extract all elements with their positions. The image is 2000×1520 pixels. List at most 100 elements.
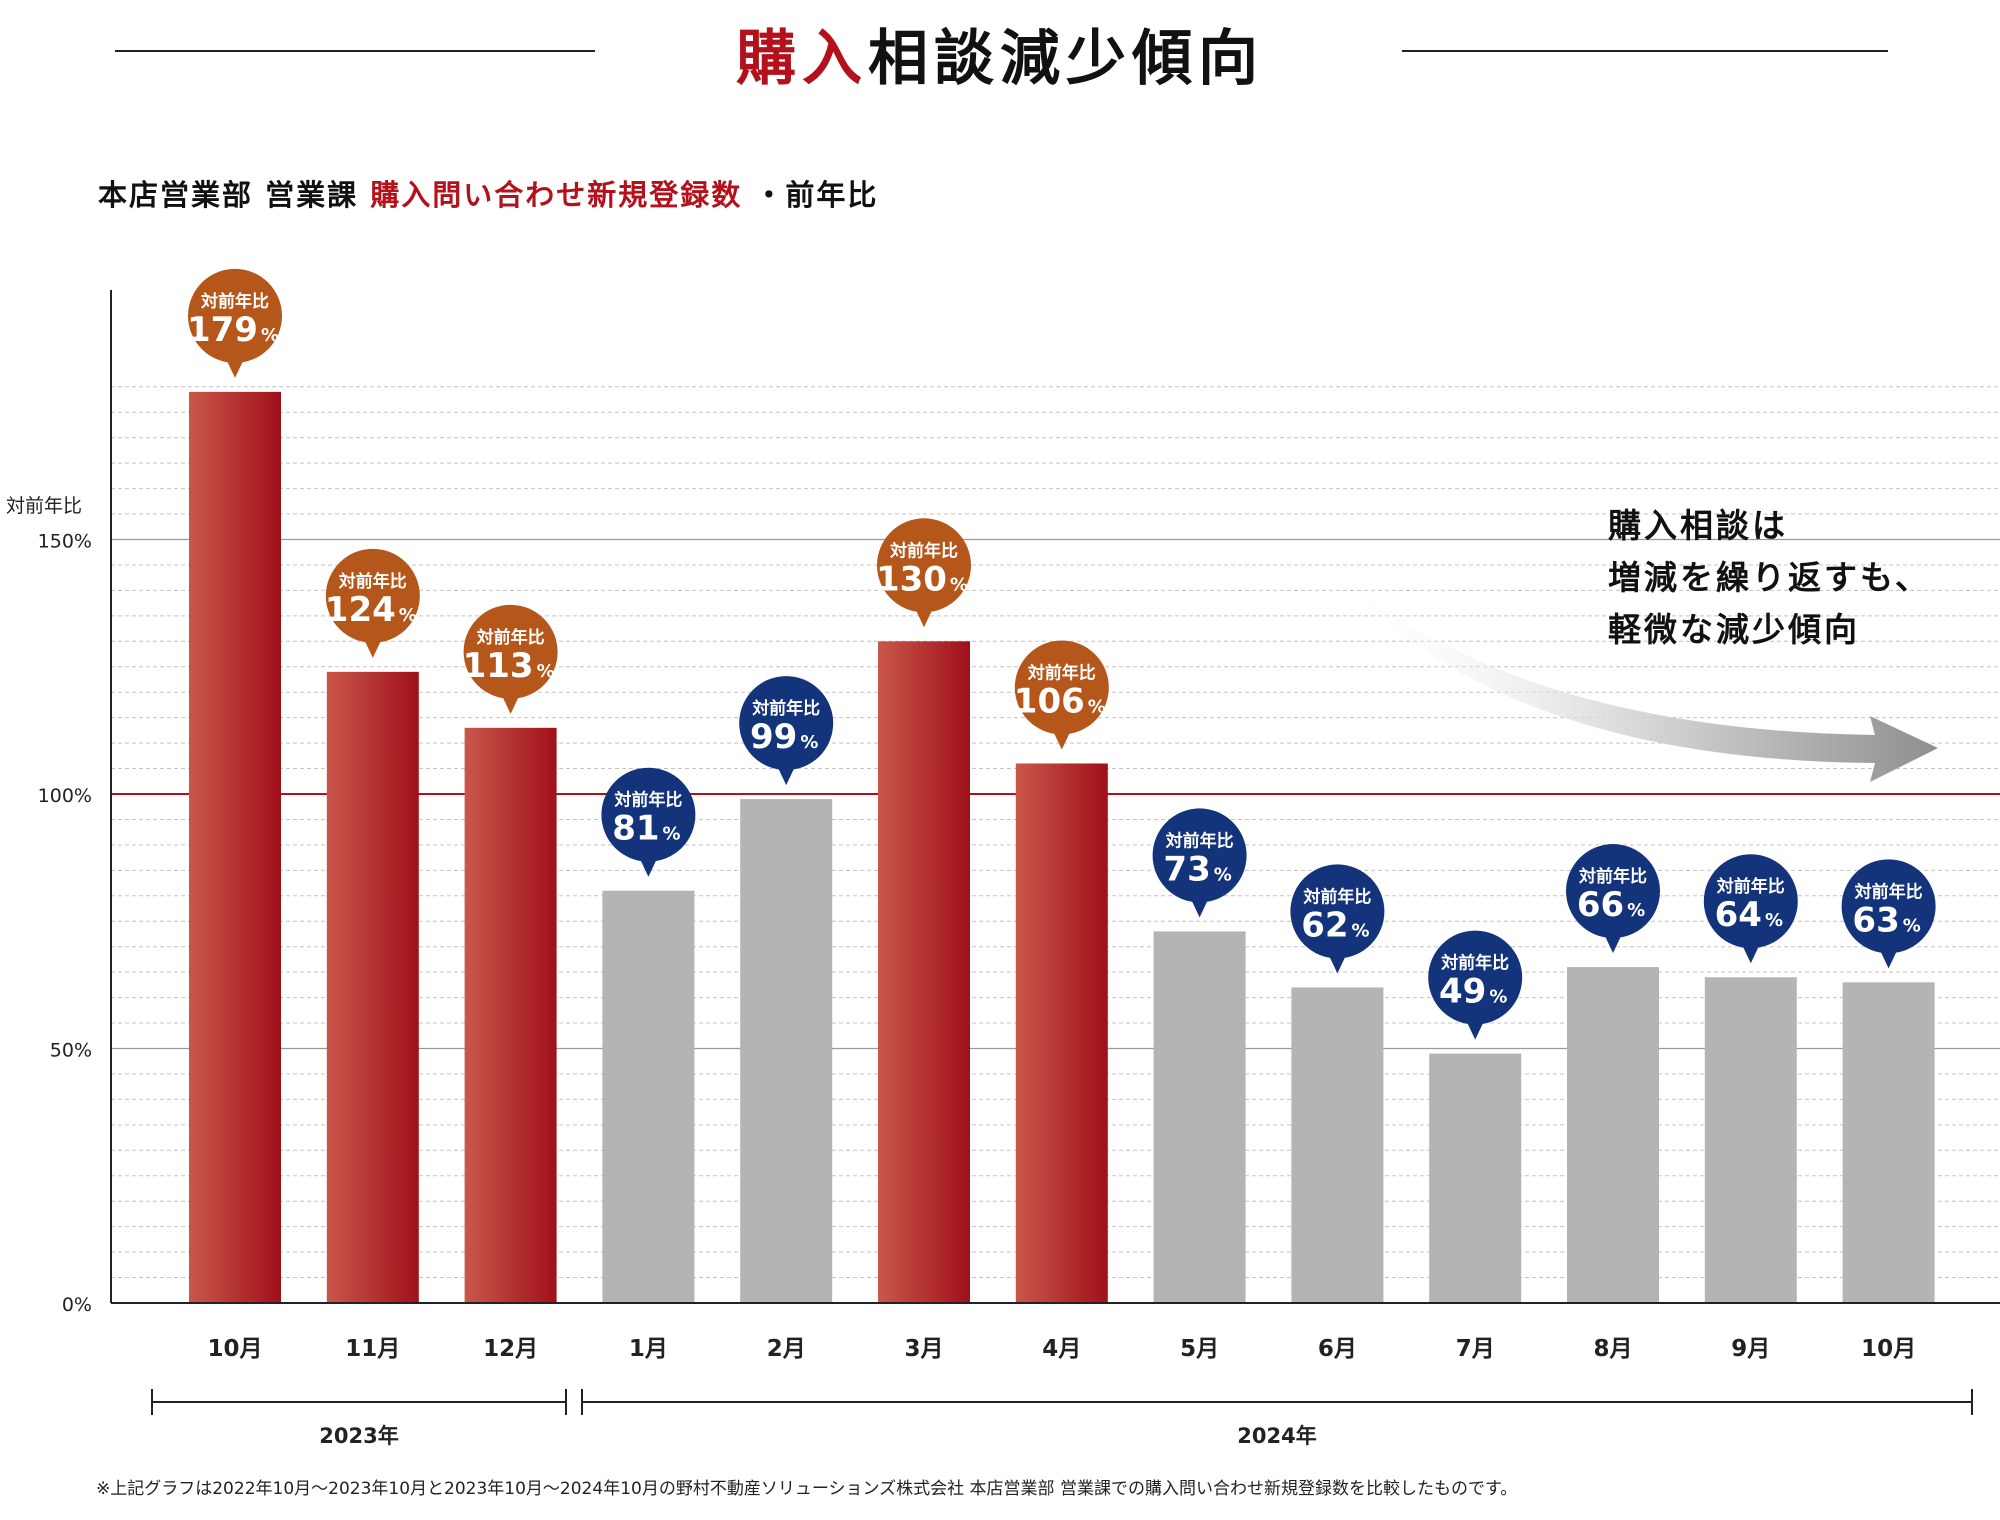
ratio-bubble-pointer [915, 608, 933, 628]
bar [878, 641, 970, 1303]
x-tick-label: 1月 [629, 1336, 668, 1362]
bar [189, 391, 281, 1303]
ratio-bubble-pointer [1190, 898, 1209, 918]
ratio-value-label: 124% [325, 590, 417, 630]
ratio-bubble-pointer [363, 638, 382, 658]
ratio-bubble [1290, 864, 1385, 959]
ratio-bubble-title: 対前年比 [1027, 662, 1096, 683]
ratio-bubble [1152, 808, 1247, 903]
year-label: 2024年 [1237, 1424, 1316, 1448]
x-tick-label: 3月 [904, 1336, 943, 1362]
ratio-bubble-pointer [639, 857, 658, 877]
x-tick-label: 8月 [1593, 1336, 1632, 1362]
ratio-bubble-pointer [1741, 944, 1760, 964]
ratio-bubble-title: 対前年比 [751, 698, 820, 719]
bar [1704, 977, 1797, 1303]
bar [740, 799, 833, 1303]
ratio-bubble-title: 対前年比 [476, 627, 545, 648]
y-tick-label: 150% [38, 531, 92, 553]
ratio-bubble-title: 対前年比 [1302, 886, 1371, 907]
footnote: ※上記グラフは2022年10月～2023年10月と2023年10月～2024年1… [96, 1479, 1518, 1499]
x-tick-label: 7月 [1456, 1336, 1495, 1362]
x-tick-label: 11月 [345, 1336, 400, 1362]
title-accent: 購入 [736, 24, 868, 94]
ratio-value-label: 106% [1014, 681, 1106, 721]
header: 購入相談減少傾向 [0, 0, 2000, 110]
title-rule-left [115, 50, 595, 52]
ratio-bubble-title: 対前年比 [1716, 876, 1785, 897]
bar [1153, 931, 1246, 1303]
ratio-bubble [1841, 859, 1936, 954]
chart-subtitle: 本店営業部 営業課 購入問い合わせ新規登録数 ・前年比 [98, 172, 878, 214]
ratio-bubble [601, 767, 696, 862]
bar [1567, 967, 1659, 1303]
ratio-bubble [1014, 640, 1109, 735]
trend-arrow [1335, 572, 1938, 782]
ratio-bubble [188, 268, 282, 363]
ratio-bubble-pointer [1328, 954, 1347, 974]
ratio-value-label: 73% [1163, 849, 1231, 889]
ratio-value-label: 99% [750, 717, 818, 757]
ratio-bubble [1703, 854, 1798, 949]
ratio-bubble [1566, 844, 1660, 939]
ratio-value-label: 64% [1715, 895, 1783, 935]
ratio-bubble-pointer [1879, 949, 1898, 969]
x-tick-label: 4月 [1042, 1336, 1081, 1362]
y-tick-label: 50% [50, 1040, 92, 1062]
ratio-value-label: 130% [876, 559, 968, 599]
x-tick-label: 10月 [207, 1336, 262, 1362]
ratio-bubble-title: 対前年比 [889, 540, 958, 561]
ratio-bubble [739, 676, 834, 771]
ratio-bubble [877, 518, 971, 613]
ratio-value-label: 63% [1852, 900, 1920, 940]
ratio-value-label: 81% [612, 809, 680, 849]
ratio-value-label: 62% [1301, 905, 1369, 945]
bar [1291, 987, 1384, 1303]
ratio-bubble-title: 対前年比 [1854, 881, 1923, 902]
ratio-bubble-title: 対前年比 [338, 571, 407, 592]
trend-annotation-line: 増減を繰り返すも、 [1608, 558, 1931, 597]
title-rest: 相談減少傾向 [868, 24, 1264, 94]
x-tick-label: 5月 [1180, 1336, 1219, 1362]
bar [1842, 982, 1935, 1303]
ratio-bubble-pointer [1604, 934, 1622, 954]
x-tick-label: 6月 [1318, 1336, 1357, 1362]
bar [1429, 1053, 1522, 1303]
y-tick-label: 100% [38, 785, 92, 807]
bar [602, 890, 695, 1303]
trend-annotation-line: 軽微な減少傾向 [1608, 610, 1860, 649]
year-label: 2023年 [319, 1424, 398, 1448]
ratio-bubble-pointer [226, 358, 244, 378]
ratio-bubble-title: 対前年比 [1578, 866, 1647, 887]
x-tick-label: 12月 [483, 1336, 538, 1362]
ratio-value-label: 179% [187, 310, 279, 350]
title-rule-right [1402, 50, 1888, 52]
ratio-bubble-pointer [1052, 730, 1071, 750]
x-tick-label: 10月 [1861, 1336, 1916, 1362]
y-axis-label: 対前年比 [6, 495, 82, 517]
ratio-bubble-title: 対前年比 [1440, 953, 1509, 974]
ratio-bubble [325, 548, 420, 643]
ratio-bubble-pointer [501, 694, 520, 714]
trend-annotation-line: 購入相談は [1608, 506, 1788, 545]
y-tick-label: 0% [62, 1294, 92, 1316]
subtitle-dept: 本店営業部 営業課 [98, 178, 371, 212]
ratio-bubble-title: 対前年比 [613, 790, 682, 811]
bar [1015, 763, 1108, 1303]
bar [464, 727, 557, 1303]
subtitle-metric: 購入問い合わせ新規登録数 [370, 178, 743, 212]
ratio-value-label: 66% [1577, 885, 1645, 925]
x-tick-label: 2月 [767, 1336, 806, 1362]
ratio-bubble [1428, 930, 1523, 1025]
ratio-bubble-title: 対前年比 [1165, 830, 1234, 851]
page-title: 購入相談減少傾向 [600, 10, 1400, 97]
bar [326, 671, 419, 1303]
ratio-bubble-pointer [1466, 1020, 1485, 1040]
x-tick-label: 9月 [1731, 1336, 1770, 1362]
ratio-bubble [463, 604, 558, 699]
ratio-bubble-title: 対前年比 [200, 291, 269, 312]
ratio-bubble-pointer [777, 766, 796, 786]
subtitle-ratio: ・前年比 [742, 178, 879, 212]
ratio-value-label: 113% [463, 646, 555, 686]
